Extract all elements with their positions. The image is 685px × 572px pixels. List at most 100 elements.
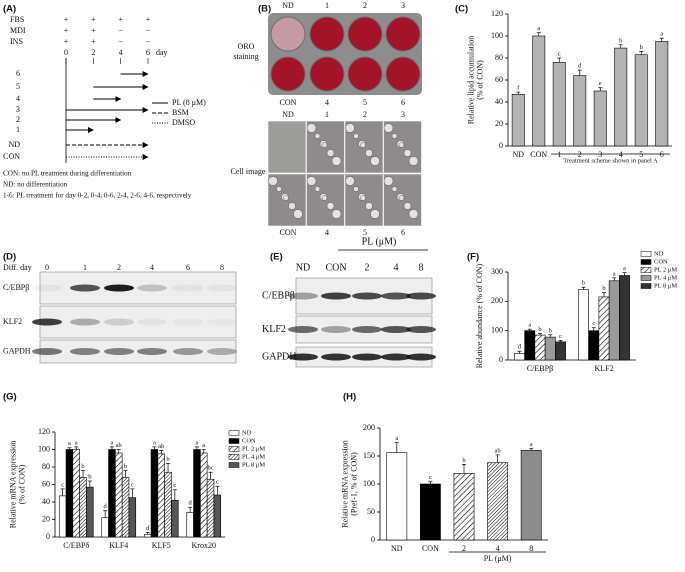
x-axis-label: PL (μM) [484,554,512,563]
blot-band [381,326,411,333]
plate-bottom-label: 6 [401,98,405,107]
blot-band [207,348,237,355]
day-unit: day [156,48,168,57]
y-tick-label: 0 [499,141,503,150]
y-axis-label: (% of CON) [475,60,484,100]
significance-letter: c [559,333,562,340]
factor-mark: + [91,15,96,24]
bar [200,452,208,538]
legend-label: PL (8 μM) [172,98,206,107]
y-tick-label: 120 [38,427,50,436]
legend-label: CON [654,258,668,265]
factor-name: INS [10,37,23,46]
x-tick-label: 4 [496,544,500,553]
significance-letter: d [578,63,582,70]
lipid-droplet [283,195,289,201]
lipid-droplet [288,202,296,210]
significance-letter: a [613,270,616,277]
bar [593,90,607,147]
bar [655,41,669,147]
panel-label: (H) [343,392,356,403]
lane-label: 6 [186,263,190,272]
note: 1-6: PL treatment for day 0-2, 0-4, 0-6,… [3,192,192,200]
blot-row-label: KLF2 [262,324,286,335]
lipid-droplet [314,186,321,192]
significance-letter: b [462,457,465,464]
bar [121,477,130,538]
y-tick-label: 200 [363,423,375,432]
blot-band [70,318,100,326]
note: ND: no differentiation [3,181,68,189]
plate-bottom-label: 4 [325,98,329,107]
significance-letter: a [202,442,205,449]
panel-label: (E) [270,252,283,263]
blot-band [288,353,318,361]
cell-top-label: 2 [363,110,367,119]
blot-band [207,284,237,292]
blot-band [288,292,318,300]
stain-label: staining [233,52,258,61]
legend-swatch [640,275,652,281]
x-tick-label: 8 [529,544,533,553]
y-tick-label: 80 [495,53,503,62]
legend-label: PL 8 μM [654,282,677,289]
cell-bottom-label: 6 [401,228,405,237]
blot-row-label: C/EBPβ [3,283,29,292]
row-label: 6 [16,69,20,78]
lane-label: 2 [365,262,370,273]
bar [86,486,94,538]
lipid-droplet [391,186,398,192]
cell-image [267,120,307,174]
significance-letter: f [517,85,520,92]
bar [58,495,67,538]
blot-band [32,284,62,292]
lipid-droplet [314,133,321,139]
bar [453,473,475,541]
lipid-droplet [408,156,419,166]
bar [186,512,194,538]
bar [150,449,159,538]
significance-letter: c [429,474,432,481]
legend-swatch [640,259,652,265]
lipid-droplet [403,202,412,210]
lane-label: ND [296,262,310,273]
blot-band [104,348,134,355]
row-label: 2 [16,115,20,124]
bar [544,336,556,361]
x-tick-label: KLF2 [594,364,613,373]
blot-row-label: C/EBPβ [262,290,295,301]
oro-well [385,16,421,52]
blot-band [321,292,351,300]
bar [72,449,80,538]
bar [115,452,123,538]
lipid-droplet [383,123,394,133]
lipid-droplet [321,195,328,201]
bar [520,450,542,541]
lipid-droplet [353,133,359,139]
legend-label: PL 2 μM [242,445,265,452]
row-label: 3 [16,105,20,114]
significance-letter: b [88,473,91,480]
blot-row-label: KLF2 [3,317,22,326]
factor-mark: − [118,37,123,46]
y-tick-label: 150 [363,451,375,460]
y-tick-label: 0 [499,355,503,364]
plate-bottom-label: 5 [363,98,367,107]
lane-label: CON [325,262,346,273]
bar [608,280,620,361]
lipid-droplet [306,176,317,186]
lipid-droplet [408,209,419,219]
legend-swatch [228,454,240,460]
blot-band [406,326,436,333]
bar [108,449,116,538]
plate-top-label: 2 [363,1,367,10]
significance-letter: d [518,344,522,351]
y-tick-label: 100 [491,31,503,40]
oro-well [385,56,421,92]
cell-top-label: 3 [401,110,405,119]
panel-label: (C) [455,4,468,15]
blot-band [32,348,62,355]
lipid-droplet [398,142,405,148]
blot-band [173,348,203,355]
